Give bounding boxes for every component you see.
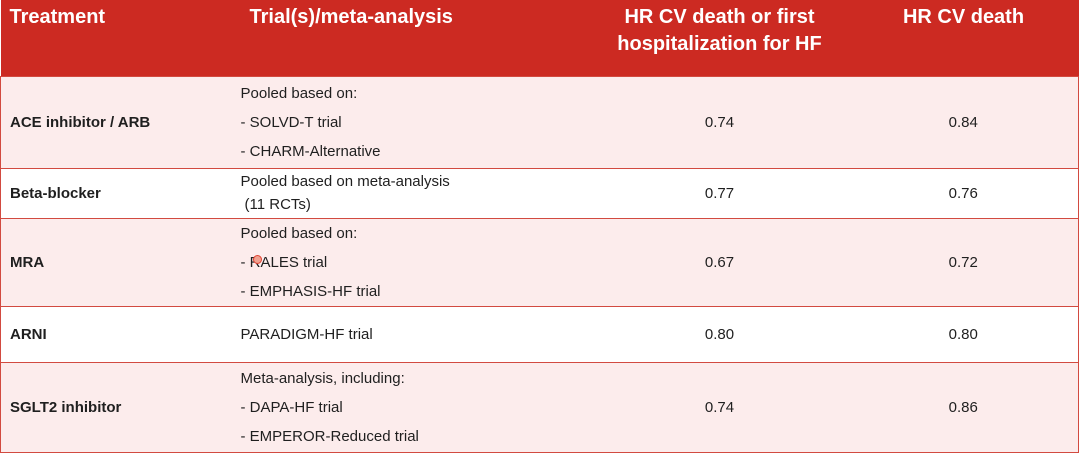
hr-combined-cell: 0.74: [590, 75, 849, 169]
trial-cell: Pooled based on: - SOLVD-T trial - CHARM…: [240, 75, 591, 169]
hr-combined-cell: 0.67: [590, 217, 849, 307]
trial-cell: PARADIGM-HF trial: [240, 305, 591, 363]
header-hr-cv-death: HR CV death: [848, 0, 1079, 76]
trial-line: - EMPHASIS-HF trial: [240, 282, 381, 300]
trial-line: PARADIGM-HF trial: [240, 325, 373, 343]
trial-line: Pooled based on meta-analysis: [240, 173, 450, 190]
trial-cell: Pooled based on meta-analysis (11 RCTs): [240, 167, 591, 219]
trial-line: - EMPEROR-Reduced trial: [240, 427, 419, 445]
treatment-cell: SGLT2 inhibitor: [0, 361, 241, 453]
trial-line: - SOLVD-T trial: [240, 113, 342, 131]
trial-line: - DAPA-HF trial: [240, 398, 343, 416]
header-trials: Trial(s)/meta-analysis: [240, 0, 591, 76]
table-row: ACE inhibitor / ARB Pooled based on: - S…: [0, 75, 1079, 169]
trial-cell: Meta-analysis, including: - DAPA-HF tria…: [240, 361, 591, 453]
hr-combined-cell: 0.80: [590, 305, 849, 363]
hr-combined-cell: 0.77: [590, 167, 849, 219]
pointer-cursor: [253, 255, 262, 264]
hr-cv-death-cell: 0.76: [848, 167, 1079, 219]
header-hr-combined-line1: HR CV death or first: [624, 6, 815, 28]
header-trials-label: Trial(s)/meta-analysis: [249, 6, 453, 28]
table-row: SGLT2 inhibitor Meta-analysis, including…: [0, 361, 1079, 453]
hr-cv-death-cell: 0.84: [848, 75, 1079, 169]
header-hr-combined: HR CV death or first hospitalization for…: [590, 0, 849, 76]
table-row: MRA Pooled based on: - RALES trial - EMP…: [0, 217, 1079, 307]
trial-line: - CHARM-Alternative: [240, 142, 381, 160]
treatment-cell: MRA: [0, 217, 241, 307]
hr-combined-cell: 0.74: [590, 361, 849, 453]
trial-line: - RALES trial: [240, 253, 328, 271]
hr-cv-death-cell: 0.72: [848, 217, 1079, 307]
trial-line: Meta-analysis, including:: [240, 369, 405, 387]
treatment-cell: ARNI: [0, 305, 241, 363]
trial-line: Pooled based on:: [240, 84, 358, 102]
hr-cv-death-cell: 0.86: [848, 361, 1079, 453]
header-hr-combined-line2: hospitalization for HF: [617, 33, 822, 55]
header-row: Treatment Trial(s)/meta-analysis HR CV d…: [0, 0, 1079, 76]
trial-cell: Pooled based on: - RALES trial - EMPHASI…: [240, 217, 591, 307]
table-row: Beta-blocker Pooled based on meta-analys…: [0, 167, 1079, 219]
header-treatment: Treatment: [0, 0, 241, 76]
trial-line: (11 RCTs): [244, 196, 311, 213]
trial-line: Pooled based on:: [240, 224, 358, 242]
table-row: ARNI PARADIGM-HF trial 0.80 0.80: [0, 305, 1079, 363]
treatment-cell: ACE inhibitor / ARB: [0, 75, 241, 169]
treatment-cell: Beta-blocker: [0, 167, 241, 219]
hr-cv-death-cell: 0.80: [848, 305, 1079, 363]
